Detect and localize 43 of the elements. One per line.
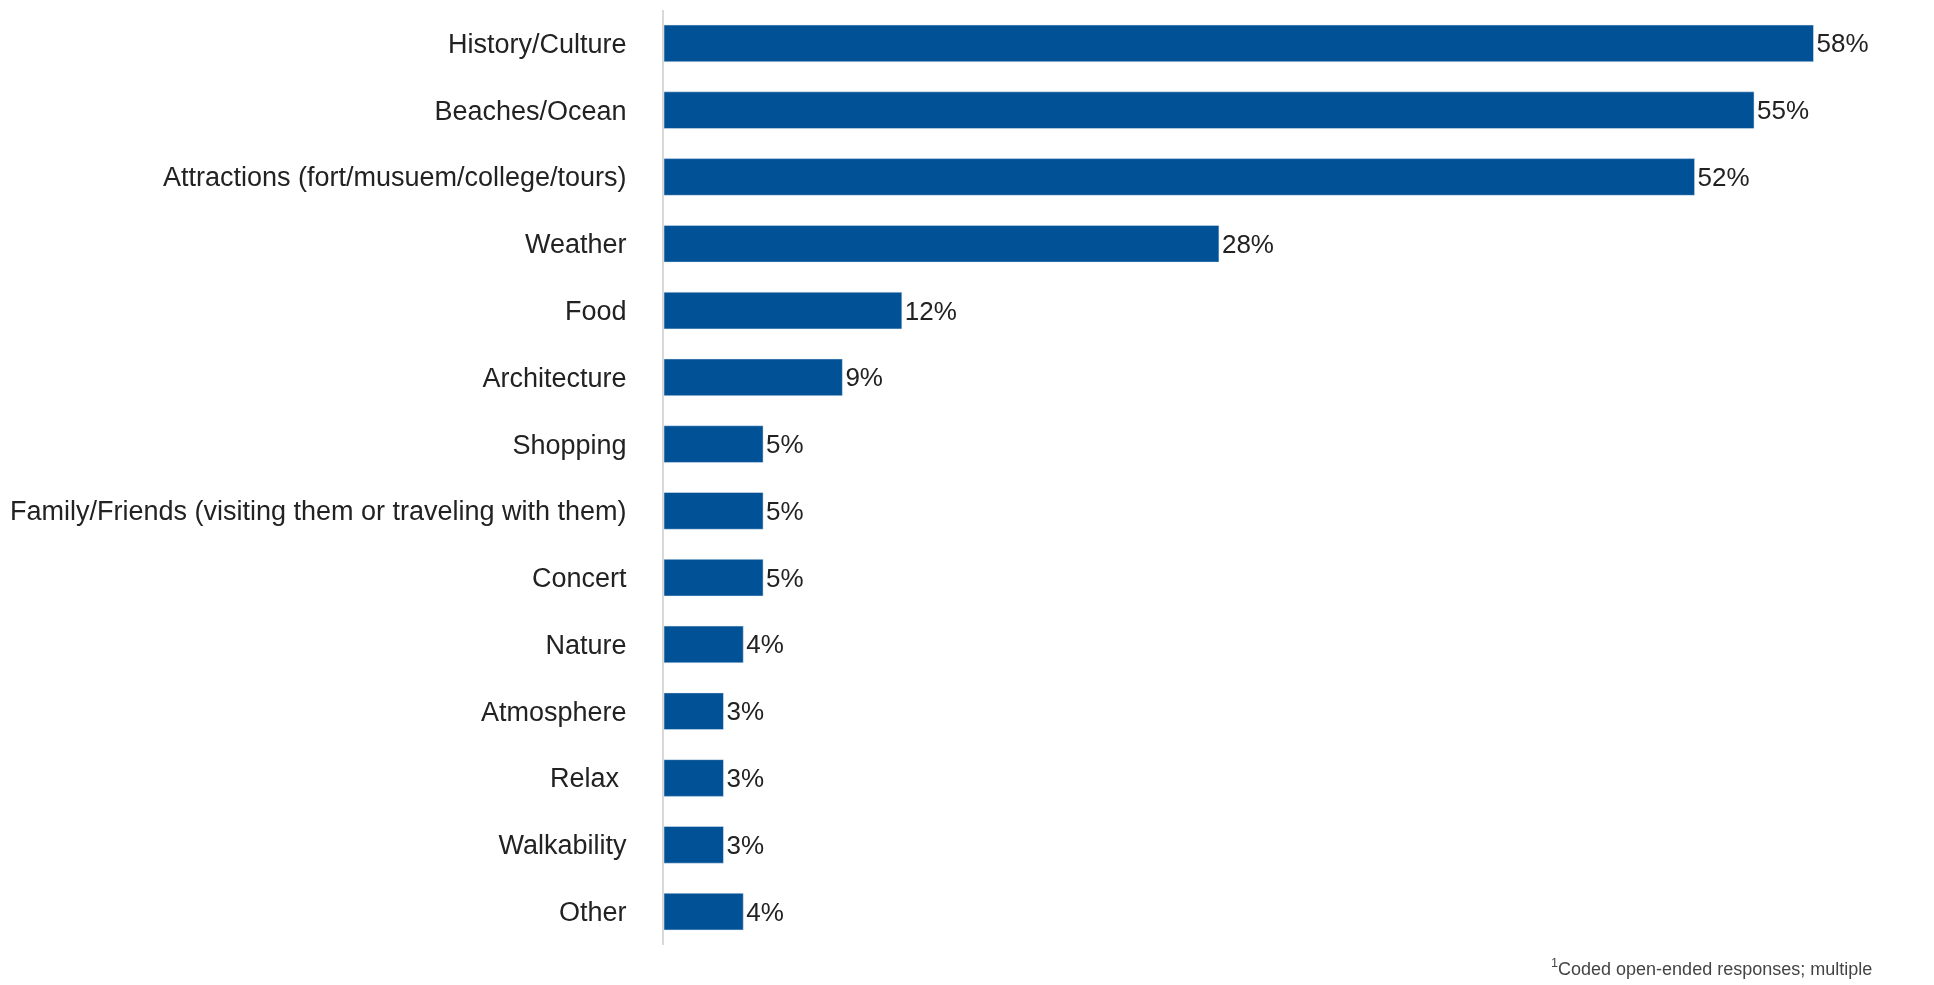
bar [664,692,724,730]
bar [664,425,764,463]
data-label: 5% [766,495,804,526]
data-label: 52% [1697,161,1750,192]
data-label: 55% [1757,95,1810,126]
data-label: 28% [1221,228,1274,259]
data-label: 5% [766,429,804,460]
y-tick-label: Walkability [498,830,628,861]
data-label: 4% [746,629,784,660]
y-tick-label: Concert [532,563,628,594]
data-label: 3% [726,696,765,727]
y-tick-label: Architecture [482,362,627,393]
y-tick-label: Relax [550,763,627,794]
y-tick-label: Shopping [512,429,627,460]
y-tick-label: Beaches/Ocean [434,95,627,126]
y-tick-label: Atmosphere [481,696,627,727]
data-label: 9% [845,362,883,393]
bar [664,892,744,931]
y-tick-label: Other [559,897,627,928]
text: $^{1}$Coded open-ended responses; multiple [1551,956,1873,979]
bar [664,358,843,396]
bar [664,559,764,597]
bar [664,625,744,664]
bar [664,492,764,530]
data-label: 5% [766,562,804,593]
data-label: 3% [726,829,765,860]
y-tick-label: Weather [525,229,627,260]
y-tick-label: History/Culture [448,28,627,59]
bar [664,91,1755,129]
bar [664,225,1220,263]
bar [664,24,1814,63]
data-label: 4% [746,896,784,927]
y-tick-label: Nature [545,629,627,660]
y-tick-label: Attractions (fort/musuem/college/tours) [162,162,627,193]
y-tick-label: Family/Friends (visiting them or traveling with them) [9,496,627,527]
y-tick-label: Food [565,295,627,326]
data-label: 58% [1816,28,1869,59]
bar [664,291,903,330]
bar [664,759,724,797]
bar [664,826,724,864]
data-label: 12% [904,295,957,326]
bar [664,158,1695,196]
data-label: 3% [726,763,765,794]
